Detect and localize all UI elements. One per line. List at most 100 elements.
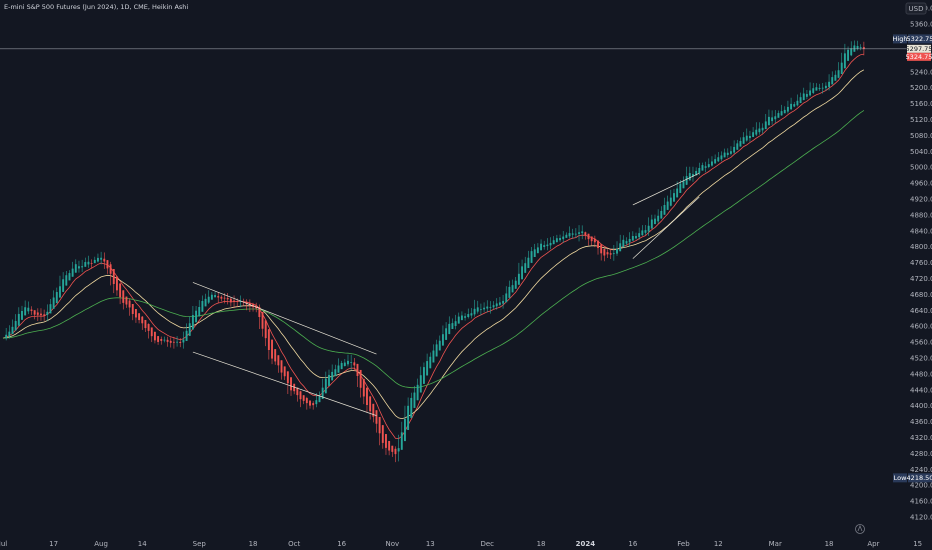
y-tick-label: 5000.00 bbox=[910, 164, 932, 172]
candle-down bbox=[106, 260, 109, 269]
candle-down bbox=[375, 410, 378, 424]
candle-up bbox=[840, 62, 843, 75]
candle-up bbox=[337, 365, 340, 373]
candle-up bbox=[321, 387, 324, 399]
candle-down bbox=[147, 324, 150, 331]
candle-up bbox=[714, 159, 717, 164]
candle-up bbox=[334, 369, 337, 377]
candle-up bbox=[486, 306, 489, 309]
candle-up bbox=[837, 70, 840, 78]
candle-down bbox=[366, 387, 368, 406]
candle-up bbox=[701, 165, 704, 171]
candle-down bbox=[290, 377, 292, 391]
trendline[interactable] bbox=[192, 351, 377, 416]
candle-up bbox=[413, 392, 416, 408]
y-tick-label: 5360.00 bbox=[910, 21, 932, 29]
candle-down bbox=[267, 329, 270, 351]
time-axis[interactable]: Jul 17 Aug 14 Sep 18 Oct 16 Nov 13 Dec 18 2024 16 Feb 1… bbox=[0, 540, 922, 548]
candle-up bbox=[682, 181, 685, 189]
candle-down bbox=[122, 290, 125, 303]
candle-up bbox=[654, 218, 656, 225]
candle-up bbox=[495, 303, 498, 307]
candle-down bbox=[603, 248, 606, 256]
candle-up bbox=[802, 93, 805, 101]
candle-down bbox=[271, 339, 273, 359]
tradingview-logo-icon[interactable] bbox=[855, 524, 865, 534]
candle-up bbox=[650, 219, 653, 229]
x-tick-label: Feb bbox=[677, 540, 690, 548]
candle-up bbox=[318, 395, 321, 403]
currency-button[interactable]: USD bbox=[905, 2, 927, 15]
candle-up bbox=[616, 248, 618, 254]
candle-up bbox=[783, 109, 786, 114]
y-tick-label: 4560.00 bbox=[910, 339, 932, 347]
candle-down bbox=[362, 378, 365, 397]
trendline[interactable] bbox=[632, 172, 700, 206]
y-tick-label: 4640.00 bbox=[910, 307, 932, 315]
candle-up bbox=[812, 88, 815, 93]
candle-up bbox=[324, 378, 327, 394]
candle-up bbox=[688, 173, 691, 181]
candle-up bbox=[426, 361, 429, 376]
candle-up bbox=[435, 344, 438, 357]
candle-up bbox=[68, 273, 71, 281]
y-tick-label: 4800.00 bbox=[910, 243, 932, 251]
candle-up bbox=[188, 323, 191, 336]
y-tick-label: 4760.00 bbox=[910, 259, 932, 267]
candle-up bbox=[767, 116, 770, 126]
candle-down bbox=[233, 300, 235, 302]
x-tick-label: 2024 bbox=[576, 540, 596, 548]
candle-down bbox=[381, 425, 384, 443]
trendline[interactable] bbox=[632, 196, 700, 259]
candle-up bbox=[748, 135, 751, 139]
ema-fast-line bbox=[2, 53, 864, 440]
candle-down bbox=[312, 403, 315, 406]
candle-down bbox=[112, 269, 115, 285]
candle-down bbox=[862, 47, 865, 50]
candle-up bbox=[460, 315, 463, 321]
candle-down bbox=[286, 371, 289, 384]
candle-down bbox=[134, 308, 137, 318]
candle-down bbox=[119, 283, 122, 298]
candle-down bbox=[245, 301, 248, 305]
candle-up bbox=[74, 264, 77, 273]
currency-label: USD bbox=[909, 5, 924, 13]
candle-up bbox=[549, 242, 552, 246]
candle-up bbox=[828, 81, 831, 87]
low-label: Low bbox=[894, 474, 907, 482]
candle-up bbox=[673, 193, 675, 202]
candle-up bbox=[201, 301, 204, 312]
candle-down bbox=[261, 311, 264, 329]
candle-up bbox=[562, 236, 565, 240]
candle-up bbox=[530, 251, 533, 263]
candle-up bbox=[707, 164, 710, 168]
x-tick-label: 15 bbox=[913, 540, 922, 548]
candle-up bbox=[543, 245, 546, 248]
trendline[interactable] bbox=[192, 282, 377, 355]
candle-down bbox=[369, 396, 372, 412]
ema-mid-line bbox=[2, 69, 865, 420]
candle-down bbox=[36, 312, 39, 315]
candle-down bbox=[90, 263, 93, 264]
candle-up bbox=[78, 266, 80, 269]
x-tick-label: 17 bbox=[49, 540, 58, 548]
candle-down bbox=[600, 244, 603, 254]
candle-down bbox=[305, 398, 308, 404]
candle-up bbox=[81, 266, 84, 268]
x-tick-label: Jul bbox=[0, 540, 7, 548]
candle-up bbox=[404, 418, 406, 442]
candle-up bbox=[559, 238, 561, 241]
candle-up bbox=[476, 307, 479, 312]
candle-up bbox=[793, 104, 796, 107]
candle-up bbox=[185, 330, 188, 341]
candle-up bbox=[508, 286, 511, 298]
y-tick-label: 5160.00 bbox=[910, 100, 932, 108]
candle-up bbox=[752, 132, 755, 138]
candle-up bbox=[821, 87, 824, 89]
x-tick-label: 18 bbox=[825, 540, 834, 548]
candle-down bbox=[359, 369, 362, 388]
trendlines bbox=[192, 172, 700, 416]
candle-down bbox=[302, 395, 305, 401]
